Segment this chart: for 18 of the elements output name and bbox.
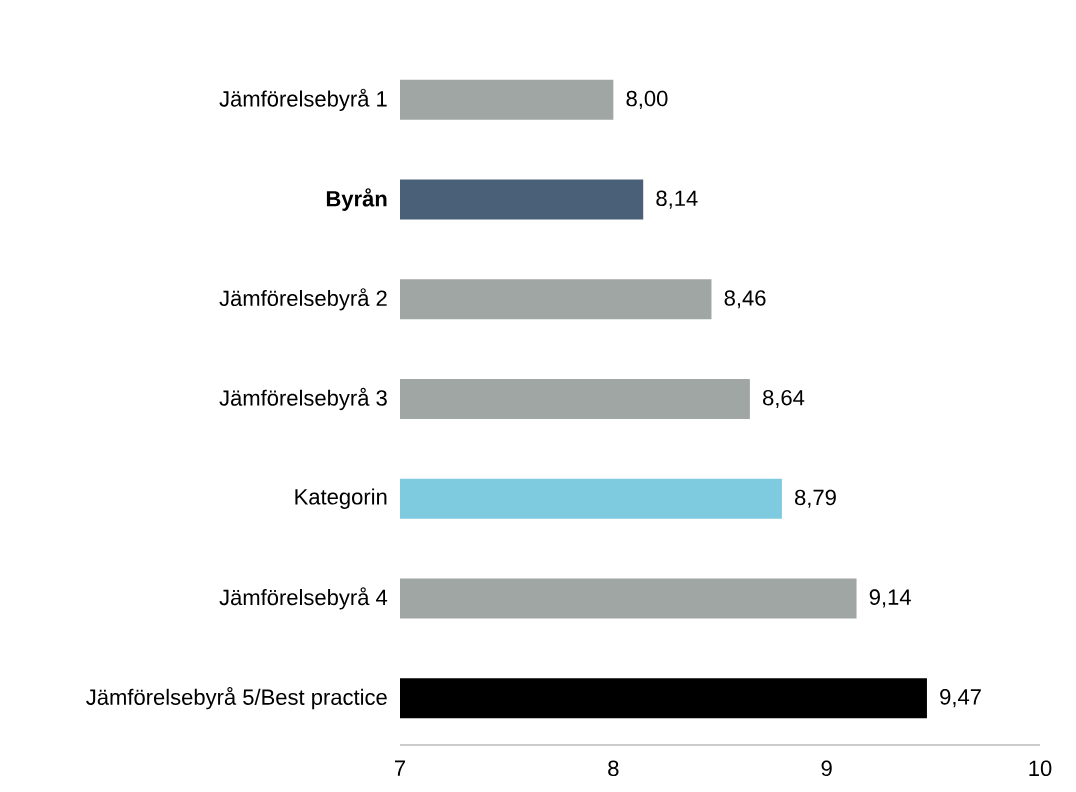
data-label: 9,47 <box>940 689 981 708</box>
x-tick-label: 10 <box>1029 760 1052 777</box>
x-tick-label: 7 <box>395 760 406 776</box>
data-label: 8,46 <box>724 290 766 309</box>
data-label: 9,14 <box>869 589 911 608</box>
x-tick-label: 9 <box>821 760 832 777</box>
x-tick-label: 8 <box>608 760 619 777</box>
y-tick-label: Kategorin <box>295 488 387 509</box>
y-tick-label: Jämförelsebyrå 2 <box>219 288 387 311</box>
data-label: 8,79 <box>795 489 836 508</box>
y-tick-label: Jämförelsebyrå 5/Best practice <box>86 686 387 710</box>
data-label: 8,64 <box>763 389 805 409</box>
data-label: 8,00 <box>626 90 668 109</box>
y-tick-label: Byrån <box>326 188 387 211</box>
y-tick-label: Jämförelsebyrå 1 <box>219 88 387 111</box>
y-tick-label: Jämförelsebyrå 4 <box>219 587 388 610</box>
y-tick-label: Jämförelsebyrå 3 <box>219 387 387 411</box>
data-label: 8,14 <box>656 190 698 209</box>
